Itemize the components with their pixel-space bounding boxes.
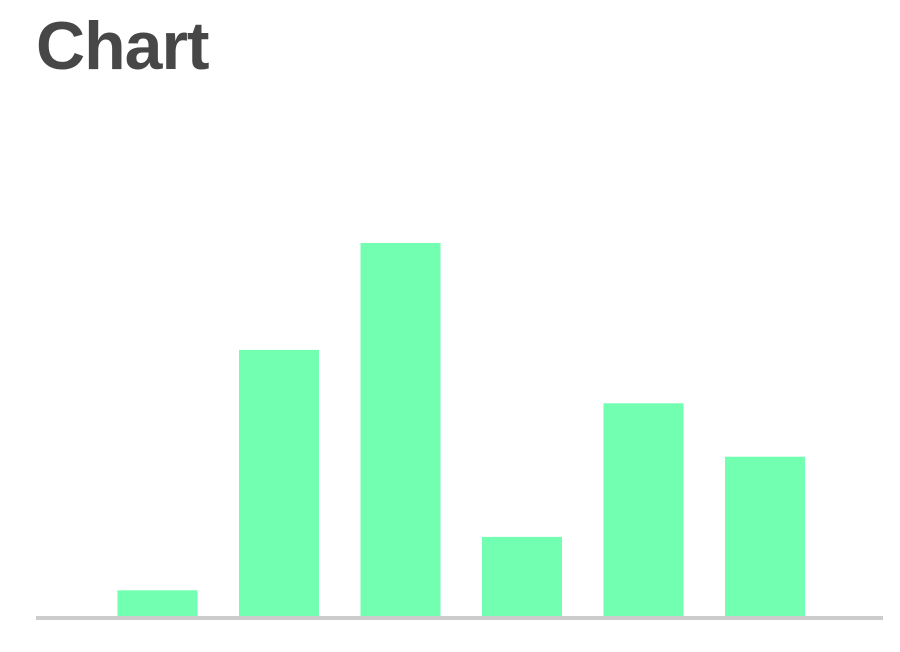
bar-3 [360, 243, 441, 617]
bar-2 [239, 349, 319, 617]
bar-5 [603, 403, 684, 617]
bar-4 [482, 536, 562, 617]
bars-group [117, 243, 805, 617]
bar-6 [725, 456, 805, 617]
page-title: Chart [36, 8, 210, 84]
bar-1 [117, 590, 198, 617]
